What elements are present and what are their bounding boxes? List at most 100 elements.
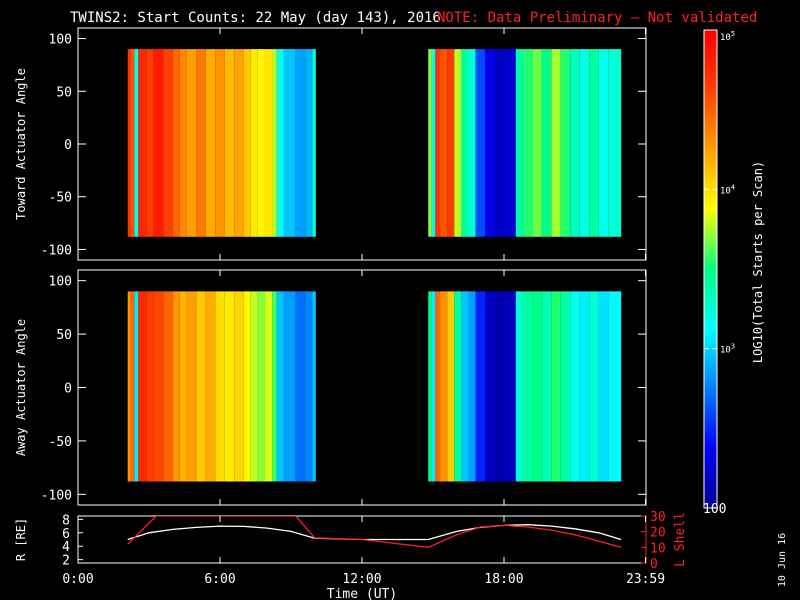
toward-heatmap-panel: -100 -50 0 50 100 Toward Actuator Angle — [14, 27, 647, 261]
y-tick-label: 4 — [62, 540, 70, 555]
heatmap-column — [440, 49, 448, 237]
heatmap-column — [257, 49, 265, 237]
heatmap-column — [196, 49, 206, 237]
heatmap-column — [305, 49, 313, 237]
heatmap-column — [264, 291, 273, 482]
heatmap-column — [504, 291, 512, 482]
y-tick-label: 100 — [49, 33, 72, 48]
heatmap-column — [447, 49, 455, 237]
heatmap-column — [532, 49, 542, 237]
heatmap-column — [494, 291, 504, 482]
heatmap-column — [475, 49, 486, 237]
heatmap-column — [494, 49, 504, 237]
heatmap-column — [130, 49, 135, 237]
heatmap-column — [598, 291, 609, 482]
heatmap-column — [468, 291, 476, 482]
heatmap-column — [461, 291, 469, 482]
heatmap-column — [589, 49, 599, 237]
heatmap-column — [431, 291, 436, 482]
away-heatmap-panel: -100 -50 0 50 100 Away Actuator Angle — [14, 269, 647, 506]
date-stamp: 10 Jun 16 — [777, 533, 788, 587]
heatmap-column — [541, 49, 552, 237]
heatmap-column — [205, 291, 216, 482]
heatmap-column — [312, 291, 316, 482]
heatmap-column — [454, 49, 462, 237]
heatmap-column — [276, 291, 284, 482]
heatmap-column — [205, 49, 216, 237]
heatmap-column — [435, 49, 441, 237]
x-tick-label: 18:00 — [484, 572, 523, 587]
heatmap-column — [468, 49, 476, 237]
y-tick-label: 6 — [62, 527, 70, 542]
heatmap-column — [264, 49, 273, 237]
colorbar-tick-label: 104 — [720, 183, 735, 196]
heatmap-column — [560, 49, 571, 237]
heatmap-column — [179, 291, 187, 482]
heatmap-column — [153, 291, 164, 482]
heatmap-column — [608, 291, 622, 482]
heatmap-column — [511, 49, 516, 237]
heatmap-column — [598, 49, 609, 237]
chart-note: NOTE: Data Preliminary – Not validated — [437, 10, 757, 26]
heatmap-column — [515, 49, 523, 237]
heatmap-column — [579, 291, 590, 482]
y-tick-label: 100 — [49, 275, 72, 290]
heatmap-column — [243, 291, 251, 482]
lshell-line — [127, 516, 622, 548]
heatmap-column — [570, 49, 580, 237]
heatmap-column — [196, 291, 206, 482]
heatmap-column — [608, 49, 622, 237]
heatmap-column — [224, 49, 235, 237]
heatmap-column — [257, 291, 265, 482]
x-tick-label: 6:00 — [204, 572, 235, 587]
heatmap-column — [570, 291, 580, 482]
heatmap-column — [186, 49, 197, 237]
heatmap-column — [272, 49, 277, 237]
heatmap-column — [522, 291, 533, 482]
heatmap-column — [272, 291, 277, 482]
heatmap-column — [172, 291, 180, 482]
heatmap-column — [522, 49, 533, 237]
heatmap-column — [215, 49, 225, 237]
heatmap-column — [515, 291, 523, 482]
heatmap-column — [134, 49, 139, 237]
heatmap-column — [283, 291, 296, 482]
y-tick-label: 2 — [62, 554, 70, 569]
heatmap-column — [130, 291, 135, 482]
heatmap-column — [250, 291, 258, 482]
heatmap-column — [224, 291, 235, 482]
chart-title: TWINS2: Start Counts: 22 May (day 143), … — [70, 10, 441, 26]
y-axis-label: Toward Actuator Angle — [14, 68, 28, 220]
heatmap-column — [146, 49, 154, 237]
heatmap-column — [163, 49, 173, 237]
heatmap-column — [541, 291, 552, 482]
colorbar-tick-label: 103 — [720, 343, 735, 356]
colorbar-ramp — [703, 29, 718, 509]
colorbar-tick-label: 100 — [703, 502, 726, 517]
y-tick-label: 0 — [64, 382, 72, 397]
heatmap-column — [234, 291, 244, 482]
colorbar: 105 104 103 100 LOG10(Total Starts per Scan… — [703, 29, 765, 517]
x-tick-label: 0:00 — [62, 572, 93, 587]
y-tick-label: 8 — [62, 513, 70, 528]
heatmap-column — [179, 49, 187, 237]
heatmap-column — [504, 49, 512, 237]
heatmap-column — [215, 291, 225, 482]
heatmap-column — [295, 291, 306, 482]
x-tick-label: 12:00 — [342, 572, 381, 587]
heatmap-column — [186, 291, 197, 482]
right-axis-label: L Shell — [673, 512, 688, 567]
y-tick-label: 50 — [56, 328, 72, 343]
heatmap-column — [532, 291, 542, 482]
heatmap-column — [431, 49, 436, 237]
heatmap-column — [511, 291, 516, 482]
y-tick-label: -50 — [49, 191, 72, 206]
heatmap-column — [243, 49, 251, 237]
heatmap-column — [485, 291, 495, 482]
heatmap-column — [579, 49, 590, 237]
heatmap-column — [234, 49, 244, 237]
heatmap-column — [461, 49, 469, 237]
heatmap-column — [485, 49, 495, 237]
